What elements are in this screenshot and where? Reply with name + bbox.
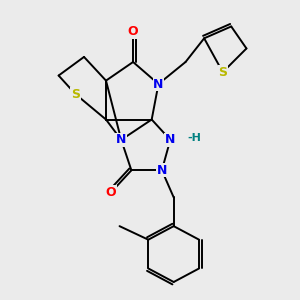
Text: N: N	[157, 164, 167, 177]
Text: O: O	[128, 25, 138, 38]
Text: S: S	[71, 88, 80, 101]
Text: S: S	[218, 66, 227, 79]
Text: N: N	[153, 77, 164, 91]
Text: N: N	[165, 133, 175, 146]
Text: -H: -H	[187, 133, 201, 143]
Text: N: N	[165, 133, 175, 146]
Text: N: N	[116, 133, 126, 146]
Text: O: O	[106, 186, 116, 199]
